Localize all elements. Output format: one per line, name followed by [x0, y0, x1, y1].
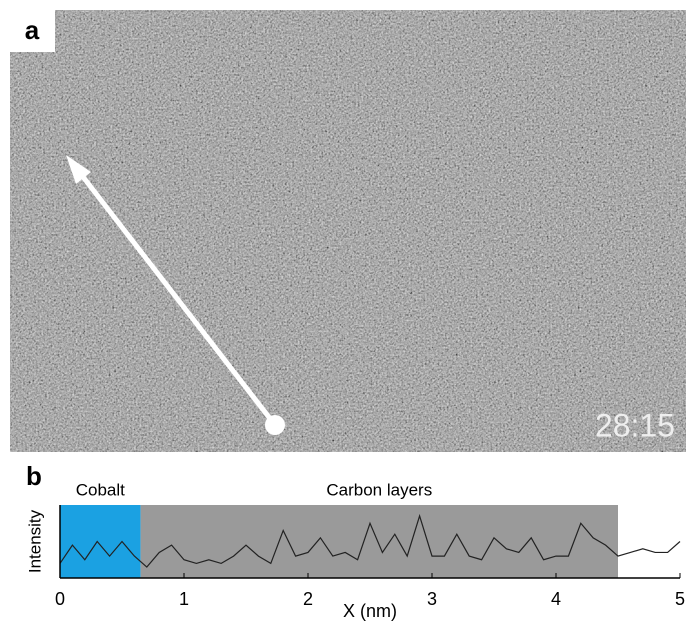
intensity-line — [59, 513, 681, 568]
x-tick-label: 0 — [55, 589, 65, 609]
region — [140, 505, 618, 578]
arrow-head — [66, 155, 91, 184]
y-axis-label: Intensity — [25, 509, 44, 573]
x-tick-label: 1 — [179, 589, 189, 609]
x-axis-label: X (nm) — [343, 601, 397, 621]
intensity-profile: Cobalt Carbon layers 0 1 2 3 4 5 X (nm) Intensity — [25, 480, 685, 620]
x-tick-label: 4 — [551, 589, 561, 609]
arrow — [78, 171, 277, 427]
x-tick-label: 3 — [427, 589, 437, 609]
region — [60, 505, 141, 578]
x-tick-label: 2 — [303, 589, 313, 609]
image-texture — [10, 10, 686, 452]
timestamp: 28:15 — [595, 407, 675, 443]
panel-label: b — [26, 461, 42, 491]
region-label: Carbon layers — [326, 480, 432, 499]
region-label: Cobalt — [76, 480, 125, 499]
panel-label-box — [10, 10, 55, 52]
panel-label: a — [25, 15, 40, 45]
x-tick-label: 5 — [675, 589, 685, 609]
arrow-origin — [265, 415, 285, 435]
tem-image: a 28:15 — [10, 10, 686, 452]
